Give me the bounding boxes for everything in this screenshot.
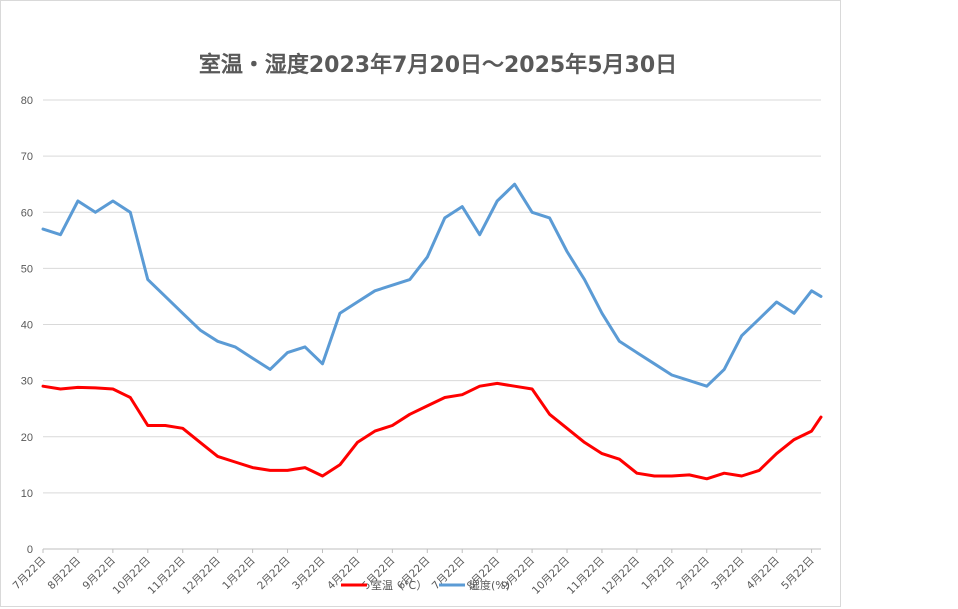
x-tick-label: 7月22日: [430, 555, 468, 593]
x-tick-label: 5月22日: [779, 555, 817, 593]
series-lines: [41, 182, 823, 481]
x-tick-label: 3月22日: [290, 555, 328, 593]
y-axis-ticks: 0 10 20 30 40 50 60 70 80: [21, 95, 33, 556]
x-tick-label: 4月22日: [325, 555, 363, 593]
x-tick-label: 2月22日: [674, 555, 712, 593]
series-line-temperature: [41, 381, 823, 481]
series-line-humidity: [41, 182, 823, 388]
x-tick-label: 12月22日: [181, 555, 223, 597]
y-tick-label: 70: [21, 151, 33, 163]
y-tick-label: 30: [21, 376, 33, 388]
y-tick-label: 0: [27, 544, 33, 556]
x-tick-label: 1月22日: [220, 555, 258, 593]
x-tick-label: 8月22日: [46, 555, 84, 593]
y-tick-label: 40: [21, 320, 33, 332]
x-tick-label: 2月22日: [255, 555, 293, 593]
legend: 室温（℃） 湿度(%): [341, 578, 510, 592]
gridlines: [43, 99, 821, 550]
chart-title: 室温・湿度2023年7月20日～2025年5月30日: [199, 52, 677, 78]
x-tick-label: 12月22日: [600, 555, 642, 597]
y-tick-label: 80: [21, 95, 33, 107]
y-tick-label: 50: [21, 263, 33, 275]
legend-label: 湿度(%): [469, 578, 510, 592]
x-tick-label: 1月22日: [639, 555, 677, 593]
y-tick-label: 10: [21, 488, 33, 500]
x-tick-label: 3月22日: [709, 555, 747, 593]
y-tick-label: 20: [21, 432, 33, 444]
y-tick-label: 60: [21, 207, 33, 219]
chart: 室温・湿度2023年7月20日～2025年5月30日 0 10 20 30 40 50 60…: [11, 52, 823, 597]
chart-frame: 室温・湿度2023年7月20日～2025年5月30日 0 10 20 30 40 50 60…: [0, 0, 841, 607]
x-tick-label: 7月22日: [11, 555, 49, 593]
legend-label: 室温（℃）: [371, 578, 427, 592]
x-tick-label: 4月22日: [744, 555, 782, 593]
